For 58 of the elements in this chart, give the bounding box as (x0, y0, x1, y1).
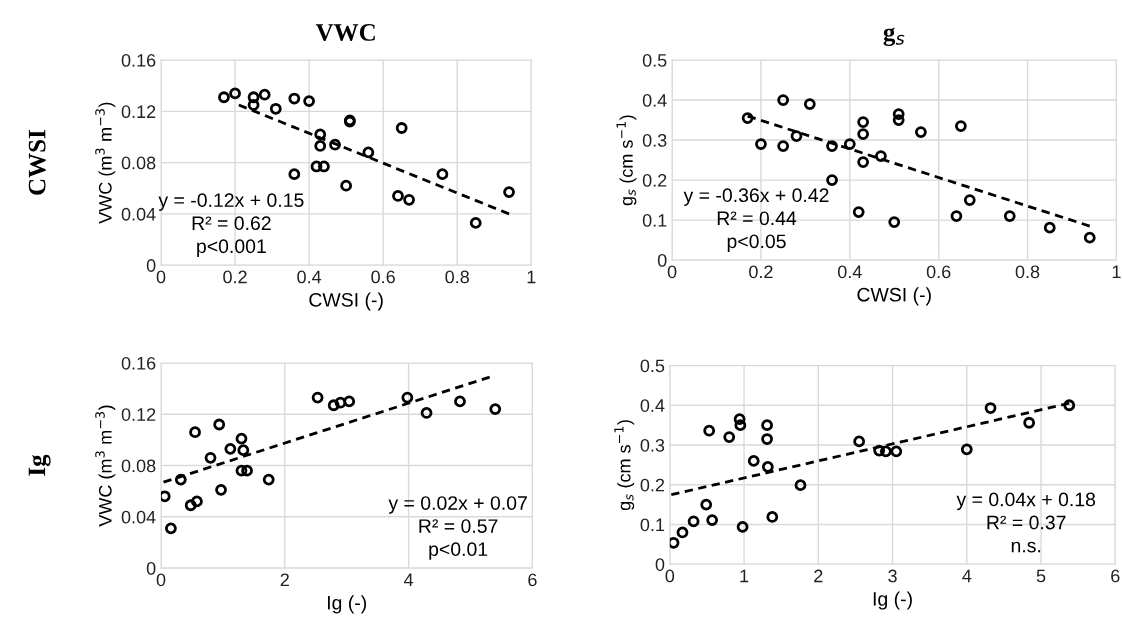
y-tick-label: 0.1 (642, 214, 667, 227)
x-tick-label: 3 (888, 569, 897, 583)
y-tick-label: 0.04 (121, 510, 156, 524)
chart-title: VWC (315, 24, 375, 41)
x-tick-label: 1 (1112, 265, 1121, 279)
y-tick-label: 0.3 (640, 438, 665, 452)
y-tick-label: 0.1 (640, 518, 665, 532)
x-tick-label: 0.2 (223, 270, 247, 284)
x-tick-label: 0.6 (371, 270, 395, 284)
x-tick-label: 4 (962, 569, 972, 583)
x-tick-label: 6 (1111, 569, 1120, 583)
y-axis-title: VWC (m$^{3}$ m$^{−3}$) (95, 405, 116, 527)
x-axis-title: CWSI (-) (309, 292, 383, 311)
x-tick-label: 5 (1036, 569, 1046, 583)
x-tick-label: 0.8 (445, 270, 469, 284)
y-tick-label: 0.4 (640, 399, 665, 412)
x-tick-label: 0 (667, 265, 677, 279)
y-tick-label: 0.04 (121, 207, 156, 221)
x-tick-label: 0.2 (749, 265, 773, 279)
y-axis-title: g$_{s}$ (cm s$^{−1}$) (614, 420, 635, 511)
y-tick-label: 0.16 (121, 356, 156, 370)
y-tick-label: 0.3 (642, 134, 667, 147)
chart-title: g$_{s}$ (883, 27, 905, 46)
x-tick-label: 2 (280, 573, 289, 587)
y-tick-label: 0.2 (640, 478, 665, 492)
x-axis-title: CWSI (-) (857, 287, 931, 306)
x-tick-label: 0.4 (837, 265, 862, 279)
y-tick-label: 0.08 (121, 156, 156, 170)
y-tick-label: 0.4 (642, 94, 667, 107)
y-tick-label: 0 (657, 254, 667, 267)
y-tick-label: 0.5 (642, 54, 667, 67)
y-tick-label: 0.5 (640, 359, 665, 373)
y-tick-label: 0.12 (121, 408, 156, 421)
x-tick-label: 1 (527, 270, 536, 284)
annotation: y = -0.36x + 0.42 R² = 0.44 p<0.05 (683, 188, 829, 253)
x-tick-label: 1 (740, 569, 749, 583)
y-tick-label: 0.08 (121, 459, 156, 473)
x-tick-label: 4 (403, 573, 414, 587)
x-tick-label: 2 (814, 569, 823, 583)
annotation: y = -0.12x + 0.15 R² = 0.62 p<0.001 (158, 193, 304, 257)
x-tick-label: 0.8 (1015, 265, 1040, 279)
x-tick-label: 0 (156, 270, 166, 284)
y-axis-title: g$_{s}$ (cm s$^{−1}$) (616, 115, 637, 206)
y-axis-title: VWC (m$^{3}$ m$^{−3}$) (95, 102, 116, 224)
y-tick-label: 0 (655, 558, 665, 571)
annotation: y = 0.02x + 0.07 R² = 0.57 p<0.01 (388, 496, 527, 560)
y-tick-label: 0.2 (642, 174, 667, 187)
text: CWSI (28, 130, 46, 195)
x-tick-label: 0.4 (297, 270, 322, 284)
x-axis-title: Ig (-) (873, 591, 912, 610)
x-tick-label: 6 (528, 573, 537, 587)
text: Ig (28, 454, 51, 476)
x-axis-title: Ig (-) (327, 595, 367, 614)
annotation: y = 0.04x + 0.18 R² = 0.37 n.s. (956, 492, 1096, 553)
y-tick-label: 0.16 (121, 54, 156, 67)
x-tick-label: 0.6 (926, 265, 951, 279)
x-tick-label: 0 (156, 573, 166, 587)
y-tick-label: 0.12 (121, 105, 156, 119)
